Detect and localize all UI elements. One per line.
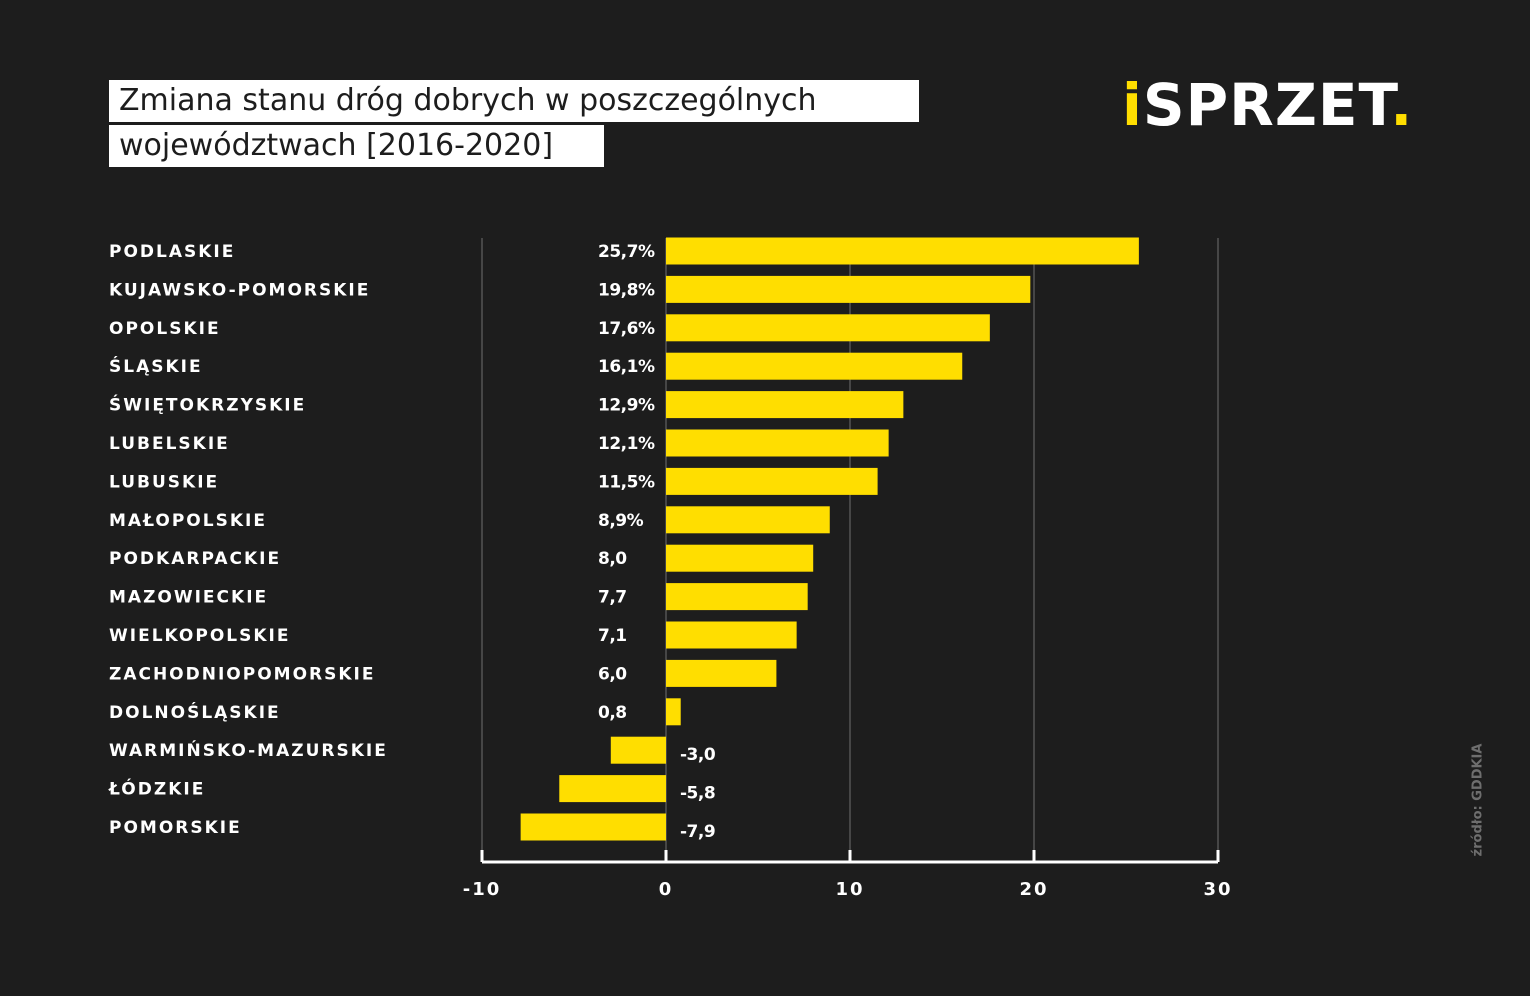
category-label: WARMIŃSKO-MAZURSKIE <box>109 739 388 761</box>
value-label: 7,1 <box>598 626 627 646</box>
bar <box>666 621 797 649</box>
bar <box>666 544 814 572</box>
value-label: -7,9 <box>680 822 715 842</box>
x-tick-label: 0 <box>659 879 674 900</box>
bar <box>666 698 681 726</box>
value-label: 25,7% <box>598 242 655 262</box>
value-label: 7,7 <box>598 588 627 608</box>
bar <box>666 659 777 687</box>
brand-logo: iSPRZET. <box>1122 72 1442 138</box>
value-label: -3,0 <box>680 745 716 765</box>
category-label: ŚLĄSKIE <box>109 355 203 377</box>
category-label: ZACHODNIOPOMORSKIE <box>109 664 375 684</box>
category-label: POMORSKIE <box>109 818 242 838</box>
category-label: WIELKOPOLSKIE <box>109 626 290 646</box>
category-label: LUBELSKIE <box>109 434 230 454</box>
bar <box>666 583 808 611</box>
x-tick-label: 30 <box>1203 879 1232 900</box>
bar <box>666 314 990 342</box>
bar <box>666 275 1031 303</box>
logo-i: i <box>1122 71 1143 139</box>
value-label: 12,1% <box>598 434 655 454</box>
category-label: ŁÓDZKIE <box>108 778 205 800</box>
category-label: OPOLSKIE <box>109 319 221 339</box>
chart-title-line-1: Zmiana stanu dróg dobrych w poszczególny… <box>109 80 919 122</box>
logo-dot: . <box>1390 71 1414 139</box>
bar <box>666 352 963 380</box>
value-label: 0,8 <box>598 703 627 723</box>
category-label: MAŁOPOLSKIE <box>109 511 267 531</box>
value-label: 11,5% <box>598 472 655 492</box>
category-label: PODKARPACKIE <box>109 549 281 569</box>
category-label: DOLNOŚLĄSKIE <box>109 701 281 723</box>
logo-text: SPRZET <box>1142 71 1391 139</box>
bar <box>666 506 830 534</box>
category-label: LUBUSKIE <box>109 472 219 492</box>
category-label: PODLASKIE <box>109 242 235 262</box>
x-tick-label: -10 <box>463 879 502 900</box>
category-label: KUJAWSKO-POMORSKIE <box>109 280 370 300</box>
value-label: 8,9% <box>598 511 644 531</box>
value-label: 12,9% <box>598 396 655 416</box>
value-label: 8,0 <box>598 549 627 569</box>
x-tick-label: 10 <box>835 879 864 900</box>
value-label: 16,1% <box>598 357 655 377</box>
x-axis: -10 0 10 20 30 <box>463 850 1232 900</box>
bar <box>610 736 666 764</box>
chart-title-line-2: województwach [2016-2020] <box>109 125 604 167</box>
value-label: 6,0 <box>598 664 627 684</box>
category-label: ŚWIĘTOKRZYSKIE <box>109 394 306 416</box>
x-tick-label: 20 <box>1019 879 1048 900</box>
value-label: 17,6% <box>598 319 655 339</box>
bar <box>666 391 904 419</box>
bar <box>666 429 889 457</box>
category-labels: PODLASKIE KUJAWSKO-POMORSKIE OPOLSKIE ŚLĄSK… <box>108 242 388 838</box>
value-label: -5,8 <box>680 784 715 804</box>
bar <box>559 775 666 803</box>
bar <box>520 813 666 841</box>
value-labels: 25,7% 19,8% 17,6% 16,1% 12,9% 12,1% 11,5% 8,9% 8… <box>598 242 716 842</box>
value-label: 19,8% <box>598 280 655 300</box>
category-label: MAZOWIECKIE <box>109 588 268 608</box>
bar <box>666 237 1139 265</box>
bars <box>520 237 1139 841</box>
bar <box>666 467 878 495</box>
